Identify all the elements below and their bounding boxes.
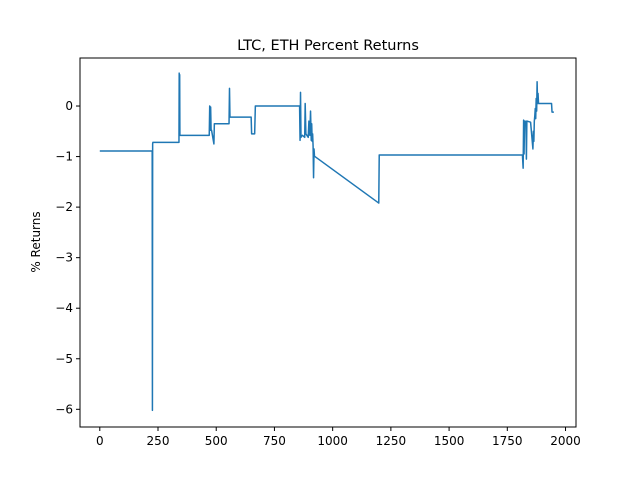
chart-title: LTC, ETH Percent Returns (237, 38, 419, 54)
series-line-0 (99, 72, 554, 412)
plot-area (99, 72, 554, 412)
x-tick-label: 0 (96, 434, 104, 448)
x-tick-label: 1000 (317, 434, 348, 448)
y-tick-label: −3 (55, 251, 73, 265)
y-tick-label: −6 (55, 402, 73, 416)
y-tick-label: −5 (55, 352, 73, 366)
x-tick-label: 1250 (376, 434, 407, 448)
y-tick-label: −2 (55, 200, 73, 214)
x-tick-label: 500 (205, 434, 228, 448)
x-tick-label: 1750 (492, 434, 523, 448)
y-tick-label: −4 (55, 301, 73, 315)
x-axis: 0 250 500 750 1000 1250 1500 1750 2000 (96, 427, 581, 448)
x-tick-label: 2000 (550, 434, 581, 448)
y-axis: −6 −5 −4 −3 −2 −1 0 (55, 99, 80, 416)
y-tick-label: 0 (65, 99, 73, 113)
x-tick-label: 250 (147, 434, 170, 448)
y-axis-label: % Returns (29, 211, 43, 272)
axes-frame (79, 57, 577, 428)
x-tick-label: 750 (263, 434, 286, 448)
y-tick-label: −1 (55, 150, 73, 164)
x-tick-label: 1500 (434, 434, 465, 448)
